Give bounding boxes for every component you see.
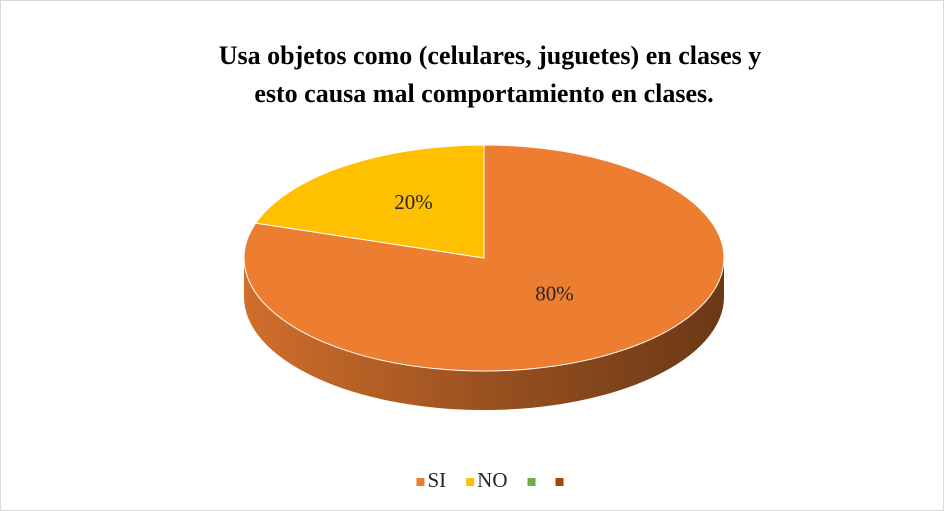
data-label: 20% bbox=[394, 190, 433, 214]
slice bbox=[243, 144, 725, 372]
legend-marker bbox=[555, 478, 564, 486]
legend-marker bbox=[527, 478, 536, 486]
data-label: 80% bbox=[535, 282, 574, 306]
slice-side-shade bbox=[244, 258, 724, 410]
legend-label: SI bbox=[427, 468, 446, 492]
legend-marker bbox=[416, 478, 425, 486]
slice bbox=[254, 144, 485, 259]
legend-label: NO bbox=[477, 468, 507, 492]
chart-title: Usa objetos como (celulares, juguetes) e… bbox=[219, 41, 762, 70]
legend-marker bbox=[466, 478, 475, 486]
chart-title: esto causa mal comportamiento en clases. bbox=[254, 79, 713, 108]
